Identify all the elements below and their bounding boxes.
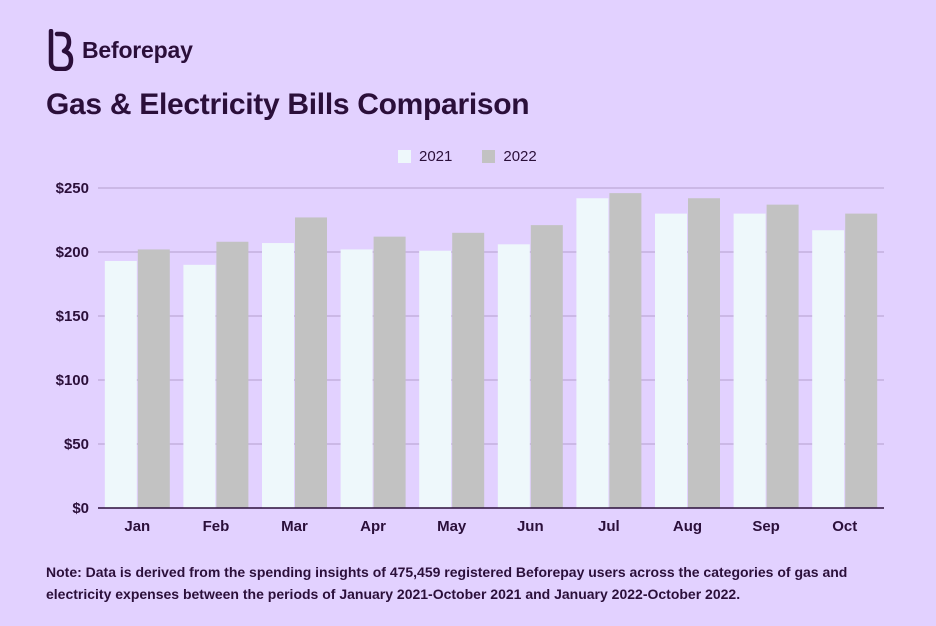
bar-2021-jun xyxy=(497,244,530,508)
bar-2021-apr xyxy=(340,249,373,508)
x-tick-label: Jan xyxy=(124,518,150,535)
brand-logo: Beforepay xyxy=(46,29,193,71)
bar-2021-oct xyxy=(812,230,845,509)
y-tick-label: $100 xyxy=(56,372,89,389)
bar-2022-oct xyxy=(845,213,878,508)
bar-2021-jan xyxy=(104,260,137,508)
x-tick-label: May xyxy=(437,518,467,535)
bar-2022-jun xyxy=(530,225,563,508)
legend-swatch-2022 xyxy=(482,150,496,163)
bar-2022-sep xyxy=(766,204,799,508)
x-tick-label: Jul xyxy=(598,518,620,535)
bar-2021-jul xyxy=(576,198,609,509)
x-tick-label: Jun xyxy=(517,518,544,535)
x-tick-label: Aug xyxy=(673,518,702,535)
y-tick-label: $150 xyxy=(56,308,89,325)
chart-title: Gas & Electricity Bills Comparison xyxy=(46,88,530,121)
y-tick-label: $0 xyxy=(72,500,89,517)
bar-2021-may xyxy=(419,250,452,508)
y-tick-label: $200 xyxy=(56,244,89,261)
bar-2022-apr xyxy=(373,236,406,508)
bar-2021-aug xyxy=(655,213,687,508)
bar-chart: $0 $50 $100 $150 $200 $250 Jan Feb Mar Apr May Jun J… xyxy=(56,180,884,535)
bar-2022-mar xyxy=(295,217,327,508)
bar-2022-may xyxy=(452,232,485,509)
bar-2022-jan xyxy=(137,249,170,508)
y-tick-label: $250 xyxy=(56,180,89,197)
bar-2022-feb xyxy=(216,241,249,508)
x-tick-label: Apr xyxy=(360,518,386,535)
legend-label-2022: 2022 xyxy=(503,148,537,165)
legend-item-2021: 2021 xyxy=(398,148,452,165)
chart-legend: 2021 2022 xyxy=(398,148,567,165)
bar-2022-jul xyxy=(609,193,642,508)
x-tick-label: Mar xyxy=(281,518,308,535)
bar-2021-sep xyxy=(733,213,766,508)
x-tick-label: Feb xyxy=(203,518,230,535)
y-tick-label: $50 xyxy=(64,436,89,453)
footnote: Note: Data is derived from the spending … xyxy=(46,564,848,602)
bar-2022-aug xyxy=(688,198,720,509)
legend-item-2022: 2022 xyxy=(482,148,537,165)
legend-swatch-2021 xyxy=(398,150,411,163)
brand-name: Beforepay xyxy=(82,36,193,63)
bar-2021-mar xyxy=(262,243,294,509)
x-tick-label: Oct xyxy=(832,518,857,535)
x-tick-label: Sep xyxy=(752,518,780,535)
legend-label-2021: 2021 xyxy=(419,148,453,165)
beforepay-logo-icon xyxy=(48,29,74,71)
bar-2021-feb xyxy=(183,264,216,508)
